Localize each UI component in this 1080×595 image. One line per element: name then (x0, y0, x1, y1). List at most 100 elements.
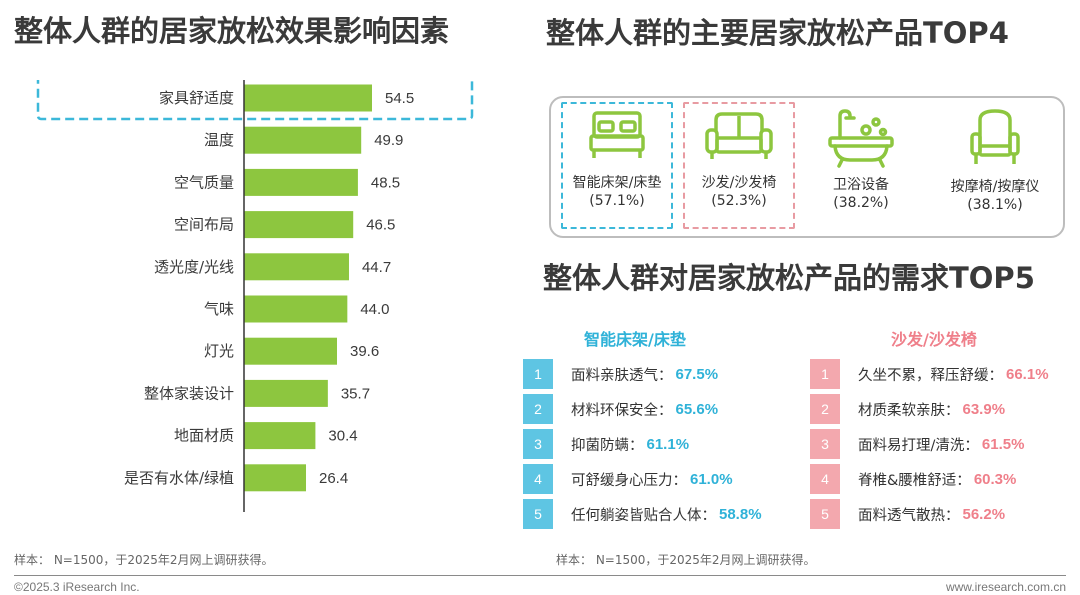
value-label: 26.4 (319, 470, 348, 487)
rank-badge: 5 (810, 499, 840, 529)
demand-pct: 58.8% (719, 505, 762, 523)
category-label: 整体家装设计 (144, 384, 234, 402)
bathtub-icon (828, 109, 894, 168)
demand-text: 材料环保安全： (571, 402, 673, 419)
copyright: ©2025.3 iResearch Inc. (14, 580, 140, 594)
highlight-box (36, 80, 474, 121)
bed-demand-row: 4 可舒缓身心压力： 61.0% (523, 464, 733, 494)
demand-text: 面料易打理/清洗： (858, 437, 979, 454)
footer-divider (14, 575, 1066, 576)
demand-title: 整体人群对居家放松产品的需求TOP5 (543, 261, 1035, 295)
rank-badge: 2 (523, 394, 553, 424)
demand-text: 可舒缓身心压力： (571, 472, 687, 489)
product-pct: (38.2%) (833, 195, 889, 211)
sample-note-left: 样本： N=1500，于2025年2月网上调研获得。 (14, 553, 274, 567)
product-bath: 卫浴设备 (38.2%) (796, 108, 926, 212)
bar (244, 379, 328, 407)
rank-badge: 2 (810, 394, 840, 424)
product-pct: (52.3%) (711, 193, 767, 209)
product-pct: (38.1%) (967, 197, 1023, 213)
product-sofa: 沙发/沙发椅 (52.3%) (674, 108, 804, 210)
category-label: 灯光 (204, 342, 234, 360)
rank-badge: 1 (523, 359, 553, 389)
bed-demand-heading: 智能床架/床垫 (584, 330, 686, 349)
value-label: 30.4 (328, 428, 357, 445)
bed-demand-row: 2 材料环保安全： 65.6% (523, 394, 718, 424)
demand-pct: 65.6% (675, 400, 719, 418)
demand-pct: 61.0% (690, 470, 733, 488)
category-label: 透光度/光线 (154, 258, 234, 276)
sofa-demand-row: 4 脊椎&腰椎舒适： 60.3% (810, 464, 1016, 494)
demand-text: 任何躺姿皆贴合人体： (571, 507, 716, 524)
bar (244, 422, 316, 450)
bar (244, 337, 338, 365)
bar (244, 126, 362, 154)
demand-text: 面料透气散热： (858, 507, 960, 524)
category-label: 气味 (204, 300, 234, 318)
rank-badge: 3 (523, 429, 553, 459)
sofa-demand-row: 1 久坐不累，释压舒缓： 66.1% (810, 359, 1049, 389)
sofa-demand-row: 5 面料透气散热： 56.2% (810, 499, 1005, 529)
rank-badge: 3 (810, 429, 840, 459)
massage-chair-icon (970, 109, 1020, 164)
website: www.iresearch.com.cn (945, 580, 1066, 594)
category-label: 温度 (204, 131, 234, 149)
product-name: 沙发/沙发椅 (701, 175, 777, 191)
category-label: 家具舒适度 (159, 89, 234, 107)
rank-badge: 4 (523, 464, 553, 494)
bar (244, 84, 372, 112)
bed-highlight-box (561, 102, 673, 229)
sample-note-right: 样本： N=1500，于2025年2月网上调研获得。 (556, 553, 816, 567)
products-panel (549, 96, 1065, 238)
demand-pct: 67.5% (675, 365, 719, 383)
bed-demand-row: 5 任何躺姿皆贴合人体： 58.8% (523, 499, 762, 529)
demand-pct: 63.9% (962, 400, 1006, 418)
value-label: 39.6 (350, 343, 379, 360)
sofa-demand-row: 3 面料易打理/清洗： 61.5% (810, 429, 1024, 459)
demand-pct: 61.5% (981, 435, 1025, 453)
demand-pct: 60.3% (973, 470, 1017, 488)
product-massage: 按摩椅/按摩仪 (38.1%) (930, 108, 1060, 214)
demand-pct: 66.1% (1006, 365, 1049, 383)
demand-text: 久坐不累，释压舒缓： (858, 367, 1003, 384)
value-label: 54.5 (385, 90, 414, 107)
sofa-highlight-box (683, 102, 795, 229)
value-label: 44.7 (362, 259, 391, 276)
product-pct: (57.1%) (589, 193, 645, 209)
value-label: 49.9 (374, 132, 403, 149)
value-label: 44.0 (360, 301, 389, 318)
category-label: 是否有水体/绿植 (124, 469, 234, 487)
products-title: 整体人群的主要居家放松产品TOP4 (546, 16, 1009, 50)
bar (244, 168, 358, 196)
demand-text: 脊椎&腰椎舒适： (858, 472, 971, 489)
bar (244, 253, 349, 281)
rank-badge: 5 (523, 499, 553, 529)
category-label: 地面材质 (174, 427, 234, 445)
value-label: 46.5 (366, 217, 395, 234)
rank-badge: 4 (810, 464, 840, 494)
bed-demand-row: 3 抑菌防螨： 61.1% (523, 429, 689, 459)
bed-icon (589, 111, 645, 158)
rank-badge: 1 (810, 359, 840, 389)
demand-pct: 56.2% (962, 505, 1006, 523)
product-name: 卫浴设备 (833, 177, 889, 193)
demand-text: 面料亲肤透气： (571, 367, 673, 384)
bar (244, 295, 348, 323)
left-chart-title: 整体人群的居家放松效果影响因素 (14, 14, 450, 48)
bar (244, 211, 354, 239)
demand-text: 材质柔软亲肤： (858, 402, 960, 419)
sofa-demand-row: 2 材质柔软亲肤： 63.9% (810, 394, 1005, 424)
bar (244, 464, 307, 492)
bed-demand-row: 1 面料亲肤透气： 67.5% (523, 359, 718, 389)
sofa-icon (705, 112, 773, 159)
category-label: 空间布局 (174, 216, 234, 234)
product-name: 智能床架/床垫 (572, 175, 662, 191)
influence-bar-chart: 家具舒适度 54.5 温度 49.9 空气质量 48.5 空间布局 46.5 透光度/光线 44.… (36, 80, 474, 512)
product-name: 按摩椅/按摩仪 (950, 179, 1040, 195)
sofa-demand-heading: 沙发/沙发椅 (891, 330, 977, 349)
demand-pct: 61.1% (646, 435, 690, 453)
demand-text: 抑菌防螨： (571, 437, 644, 454)
value-label: 48.5 (371, 174, 400, 191)
product-bed: 智能床架/床垫 (57.1%) (552, 108, 682, 210)
value-label: 35.7 (341, 385, 370, 402)
